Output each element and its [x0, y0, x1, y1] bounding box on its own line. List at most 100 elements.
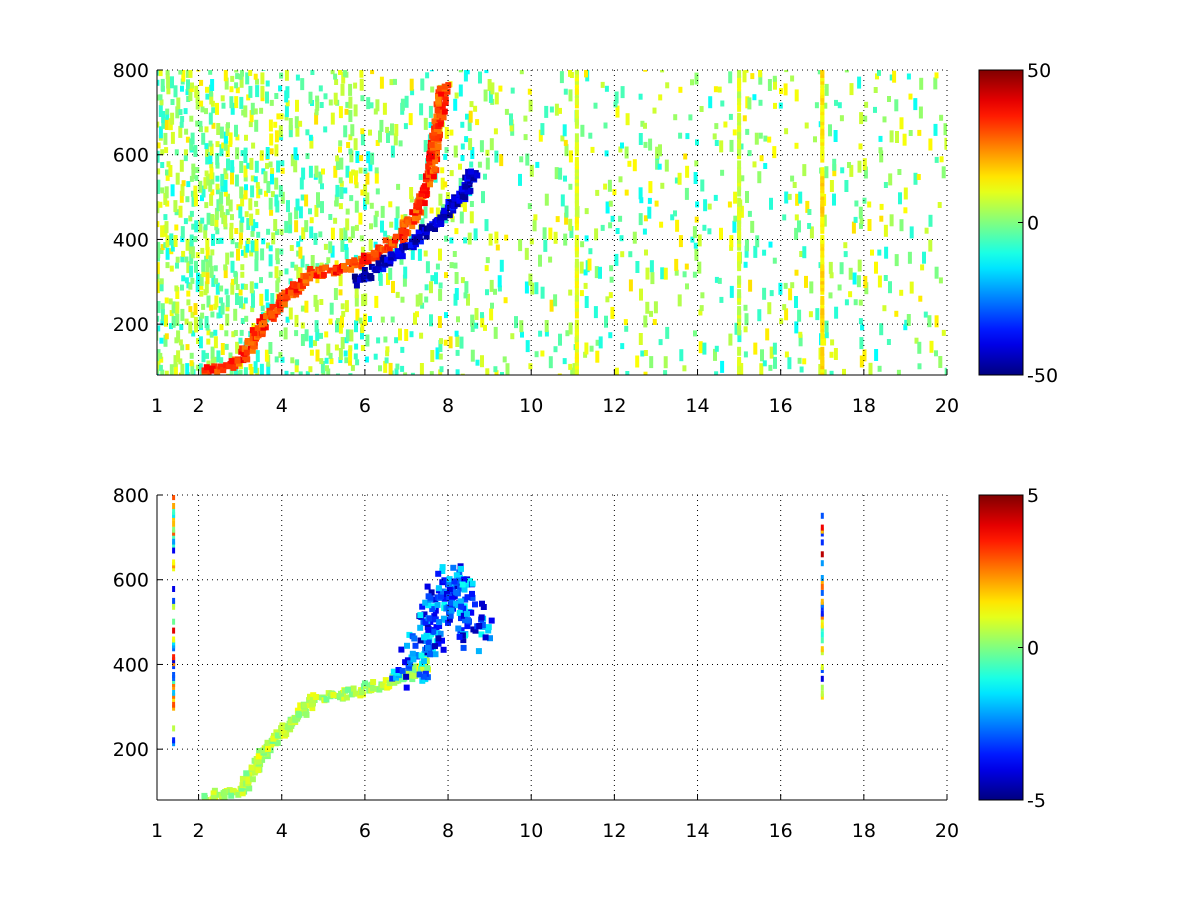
heatmap-cell [478, 71, 482, 84]
heatmap-cell [219, 126, 224, 139]
heatmap-cell [840, 167, 845, 174]
heatmap-cell [697, 234, 702, 247]
heatmap-cell [158, 352, 163, 359]
heatmap-cell [794, 269, 799, 276]
heatmap-cell [685, 165, 690, 178]
heatmap-cell [859, 112, 864, 125]
heatmap-cell [765, 328, 770, 341]
heatmap-cell [370, 152, 375, 165]
heatmap-cell [229, 86, 234, 93]
colorbar: 50-5 [978, 485, 1046, 812]
heatmap-cell [265, 302, 270, 309]
heatmap-cell [820, 575, 824, 581]
heatmap-cell [339, 157, 344, 170]
heatmap-cell [574, 340, 579, 349]
heatmap-cell [255, 78, 259, 85]
heatmap-cell [435, 144, 442, 150]
heatmap-cell [349, 150, 354, 163]
heatmap-cell [463, 292, 468, 299]
heatmap-cell [157, 150, 160, 163]
heatmap-cell [225, 313, 230, 326]
heatmap-cell [165, 73, 170, 80]
heatmap-cell [429, 70, 434, 72]
heatmap-cell [439, 103, 446, 110]
heatmap-cell [907, 251, 912, 264]
y-tick-label: 600 [113, 145, 149, 167]
heatmap-cell [652, 319, 657, 325]
heatmap-cell [458, 177, 463, 190]
heatmap-cell [673, 114, 678, 121]
heatmap-cell [723, 121, 728, 128]
heatmap-cell [248, 363, 253, 370]
heatmap-cell [398, 328, 402, 341]
heatmap-cell [435, 635, 442, 642]
heatmap-cell [273, 729, 280, 736]
heatmap-cell [790, 282, 795, 289]
heatmap-cell [702, 342, 707, 355]
heatmap-cell [204, 108, 208, 115]
heatmap-cell [820, 664, 824, 670]
heatmap-cell [245, 778, 252, 785]
heatmap-cell [432, 158, 439, 164]
heatmap-cell [584, 342, 589, 355]
heatmap-cell [859, 222, 863, 229]
heatmap-cell [179, 121, 184, 128]
heatmap-cell [590, 146, 595, 153]
heatmap-cell [294, 264, 299, 271]
heatmap-cell [186, 181, 191, 188]
heatmap-cell [178, 339, 183, 346]
heatmap-cell [240, 318, 245, 324]
heatmap-cell [737, 251, 742, 261]
heatmap-cell [446, 616, 453, 623]
heatmap-cell [157, 315, 160, 322]
heatmap-cell [318, 85, 323, 92]
heatmap-cell [235, 134, 240, 141]
heatmap-cell [190, 132, 195, 145]
heatmap-cell [459, 632, 466, 639]
heatmap-cell [215, 102, 219, 115]
x-tick-label: 10 [519, 820, 543, 842]
heatmap-cell [246, 218, 251, 230]
heatmap-cell [424, 665, 431, 671]
heatmap-cell [218, 306, 223, 318]
heatmap-cell [737, 204, 742, 214]
heatmap-cell [618, 215, 623, 222]
heatmap-cell [434, 107, 441, 114]
heatmap-cell [238, 73, 243, 80]
heatmap-cell [330, 70, 335, 75]
heatmap-cell [828, 124, 832, 137]
heatmap-cell [933, 77, 938, 90]
heatmap-cell [820, 675, 824, 682]
heatmap-cell [752, 94, 757, 101]
heatmap-cell [345, 165, 350, 178]
heatmap-cell [809, 281, 814, 294]
heatmap-cell [527, 203, 532, 210]
heatmap-cell [913, 98, 918, 111]
heatmap-cell [635, 355, 640, 368]
heatmap-cell [628, 279, 633, 292]
heatmap-cell [884, 246, 889, 259]
heatmap-cell [209, 143, 214, 156]
heatmap-cell [649, 310, 653, 317]
heatmap-cell [769, 197, 773, 210]
heatmap-cell [401, 236, 408, 242]
heatmap-cell [383, 230, 388, 237]
heatmap-cell [608, 332, 613, 339]
heatmap-cell [325, 365, 329, 372]
heatmap-cell [883, 275, 888, 281]
heatmap-cell [426, 151, 433, 158]
heatmap-cell [504, 108, 509, 115]
heatmap-cell [184, 128, 189, 135]
heatmap-cell [261, 320, 268, 327]
heatmap-cell [878, 135, 883, 142]
heatmap-cell [438, 193, 443, 206]
heatmap-cell [280, 167, 285, 174]
heatmap-cell [856, 275, 861, 288]
heatmap-cell [609, 265, 614, 272]
heatmap-cell [165, 174, 170, 181]
heatmap-cell [348, 373, 353, 375]
heatmap-cell [479, 140, 484, 153]
heatmap-cell [318, 231, 323, 238]
heatmap-cell [180, 344, 185, 351]
heatmap-cell [240, 150, 245, 157]
